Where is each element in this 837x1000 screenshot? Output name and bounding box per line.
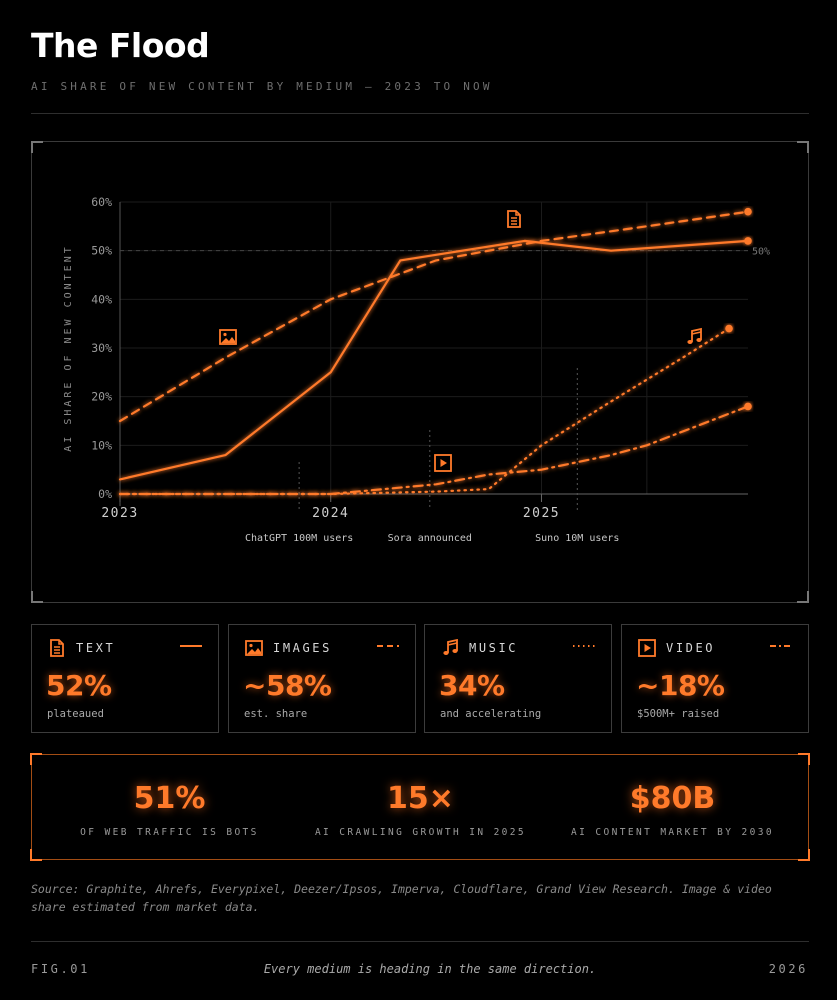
music-note-icon-glyph (443, 638, 458, 655)
video-play-icon-glyph (638, 639, 656, 657)
legend-line-dash-dot (770, 645, 792, 647)
series-line-text (118, 239, 750, 481)
card-desc: plateaued (47, 708, 104, 720)
y-tick-label: 60% (91, 195, 112, 209)
y-tick-label: 50% (91, 244, 112, 258)
annotation-label: ChatGPT 100M users (245, 533, 353, 544)
x-tick-label: 2024 (312, 506, 349, 521)
frame-corner (798, 849, 810, 861)
frame-corner (798, 753, 810, 765)
figure-number: FIG.01 (31, 962, 90, 976)
y-tick-label: 10% (91, 438, 112, 452)
legend-line-solid (180, 645, 202, 647)
series-endpoint-images (744, 207, 752, 216)
x-tick-label: 2023 (101, 506, 138, 521)
frame-corner (30, 849, 42, 861)
card-desc: $500M+ raised (637, 708, 720, 720)
y-axis-label: AI SHARE OF NEW CONTENT (63, 244, 74, 451)
frame-corner (30, 753, 42, 765)
stat-value: $80B (629, 781, 716, 816)
y-tick-label: 20% (91, 390, 112, 404)
series-endpoint-music (725, 324, 733, 333)
stats-panel: 51% OF WEB TRAFFIC IS BOTS 15× AI CRAWLI… (30, 753, 810, 861)
music-note-icon (687, 327, 702, 344)
reference-line-label: 50% (752, 247, 770, 258)
stat-value: 15× (387, 781, 454, 816)
image-icon (245, 639, 263, 662)
stat-label: AI CONTENT MARKET BY 2030 (571, 827, 774, 838)
document-icon-glyph (50, 639, 64, 657)
video-play-icon-svg (638, 639, 656, 657)
y-tick-label: 30% (91, 341, 112, 355)
image-icon-glyph (245, 640, 263, 656)
series-endpoint-text (744, 237, 752, 245)
series-endpoint-video (744, 402, 752, 411)
card-desc: est. share (244, 708, 308, 720)
y-tick-label: 40% (91, 292, 112, 306)
card-label: IMAGES (273, 641, 332, 655)
music-note-icon (441, 638, 459, 662)
card-value: ~58% (243, 669, 332, 702)
divider (31, 941, 809, 942)
card-value: 34% (439, 669, 505, 702)
stat-label: OF WEB TRAFFIC IS BOTS (80, 827, 259, 838)
card-label: TEXT (76, 641, 116, 655)
line-chart: 0% 10% 20% 30% 40% 50% 60% 2023 2024 2025 AI SHARE… (63, 195, 770, 544)
document-icon (48, 639, 66, 662)
frame-corner (797, 141, 809, 153)
card-desc: and accelerating (440, 708, 542, 720)
card-value: 52% (46, 669, 112, 702)
card-label: VIDEO (666, 641, 716, 655)
image-icon-svg (245, 640, 263, 656)
card-text: TEXT 52% plateaued (31, 624, 219, 733)
y-tick-label: 0% (98, 487, 112, 501)
document-icon-svg (50, 639, 64, 657)
frame-corner (31, 141, 43, 153)
stat-label: AI CRAWLING GROWTH IN 2025 (314, 827, 527, 838)
footer-year: 2026 (768, 962, 808, 976)
music-note-icon-svg (443, 638, 458, 655)
page-title: The Flood (31, 26, 210, 65)
card-images: IMAGES ~58% est. share (228, 624, 416, 733)
card-video: VIDEO ~18% $500M+ raised (621, 624, 809, 733)
frame-corner (797, 591, 809, 603)
chart-frame (31, 141, 809, 603)
card-music: MUSIC 34% and accelerating (424, 624, 612, 733)
video-play-icon (434, 454, 452, 472)
card-label: MUSIC (469, 641, 519, 655)
series-line-video (118, 405, 750, 496)
frame-corner (31, 591, 43, 603)
page-subtitle: AI SHARE OF NEW CONTENT BY MEDIUM — 2023… (31, 80, 493, 93)
legend-line-dashed (377, 645, 399, 647)
annotation-label: Suno 10M users (535, 533, 619, 544)
x-tick-label: 2025 (523, 506, 560, 521)
video-play-icon (638, 639, 656, 662)
document-icon (507, 210, 521, 228)
legend-line-dotted (573, 645, 595, 647)
series-line-images (118, 210, 750, 423)
tagline: Every medium is heading in the same dire… (263, 962, 597, 976)
annotation-label: Sora announced (388, 533, 472, 544)
stat-value: 51% (133, 781, 206, 816)
series-line-music (118, 327, 731, 496)
source-note: Source: Graphite, Ahrefs, Everypixel, De… (31, 882, 772, 914)
card-value: ~18% (636, 669, 725, 702)
divider (31, 113, 809, 114)
image-icon (219, 329, 237, 345)
